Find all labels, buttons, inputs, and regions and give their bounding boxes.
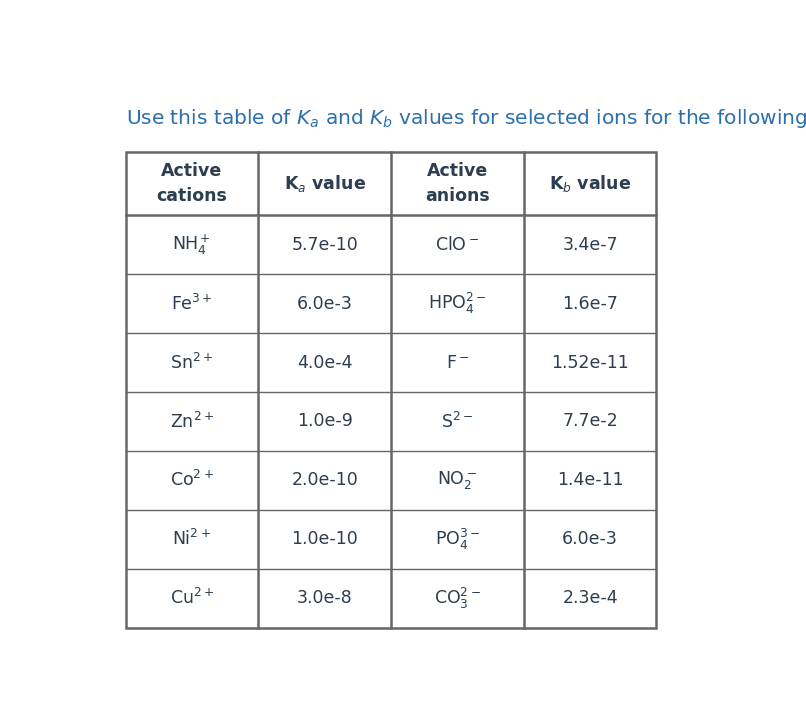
Text: CO$_3^{2-}$: CO$_3^{2-}$ xyxy=(434,585,481,611)
Text: Fe$^{3+}$: Fe$^{3+}$ xyxy=(171,293,213,314)
Text: 4.0e-4: 4.0e-4 xyxy=(297,353,352,371)
Text: Active
cations: Active cations xyxy=(156,162,227,205)
Text: 3.0e-8: 3.0e-8 xyxy=(297,589,352,607)
Text: Cu$^{2+}$: Cu$^{2+}$ xyxy=(170,588,214,609)
Text: 1.6e-7: 1.6e-7 xyxy=(562,295,618,312)
Text: NH$_4^+$: NH$_4^+$ xyxy=(172,232,211,257)
Text: HPO$_4^{2-}$: HPO$_4^{2-}$ xyxy=(428,291,487,316)
Text: Co$^{2+}$: Co$^{2+}$ xyxy=(170,470,214,490)
Text: Ni$^{2+}$: Ni$^{2+}$ xyxy=(172,529,211,549)
Text: Sn$^{2+}$: Sn$^{2+}$ xyxy=(170,353,214,373)
Bar xyxy=(126,152,656,628)
Text: Zn$^{2+}$: Zn$^{2+}$ xyxy=(170,412,214,432)
Text: 5.7e-10: 5.7e-10 xyxy=(291,236,358,254)
Text: K$_b$ value: K$_b$ value xyxy=(549,173,631,194)
Text: ClO$^-$: ClO$^-$ xyxy=(435,236,480,254)
Text: S$^{2-}$: S$^{2-}$ xyxy=(441,412,473,432)
Text: 1.52e-11: 1.52e-11 xyxy=(551,353,629,371)
Text: 1.0e-9: 1.0e-9 xyxy=(297,412,352,430)
Text: 3.4e-7: 3.4e-7 xyxy=(563,236,618,254)
Text: Active
anions: Active anions xyxy=(425,162,490,205)
Text: 2.0e-10: 2.0e-10 xyxy=(291,472,358,490)
Text: 2.3e-4: 2.3e-4 xyxy=(563,589,618,607)
Text: NO$_2^-$: NO$_2^-$ xyxy=(438,469,477,492)
Text: 1.0e-10: 1.0e-10 xyxy=(291,531,358,549)
Text: PO$_4^{3-}$: PO$_4^{3-}$ xyxy=(434,527,480,552)
Text: 1.4e-11: 1.4e-11 xyxy=(557,472,623,490)
Text: K$_a$ value: K$_a$ value xyxy=(284,173,366,194)
Text: 6.0e-3: 6.0e-3 xyxy=(562,531,618,549)
Text: Use this table of $K_a$ and $K_b$ values for selected ions for the following que: Use this table of $K_a$ and $K_b$ values… xyxy=(126,107,806,130)
Text: F$^-$: F$^-$ xyxy=(446,353,469,371)
Text: 6.0e-3: 6.0e-3 xyxy=(297,295,352,312)
Text: 7.7e-2: 7.7e-2 xyxy=(563,412,618,430)
